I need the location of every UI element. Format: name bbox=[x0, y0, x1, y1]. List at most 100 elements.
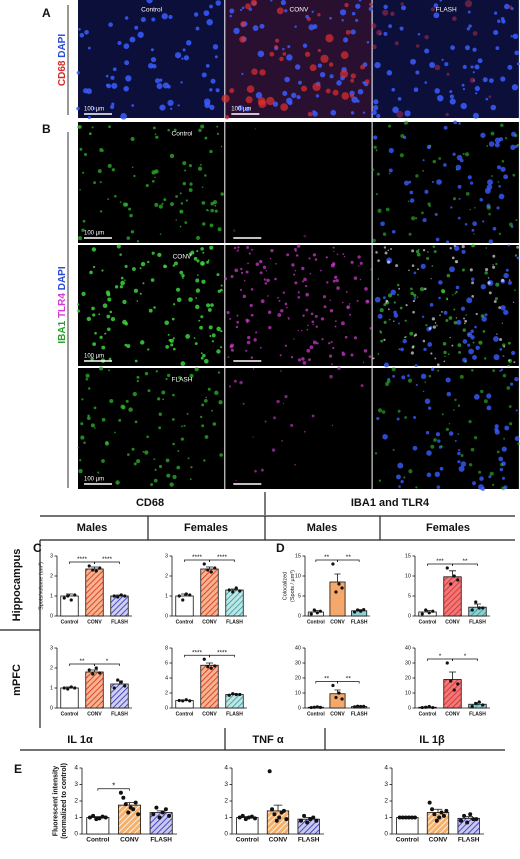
cell bbox=[415, 44, 420, 48]
cell bbox=[220, 329, 223, 333]
cell bbox=[471, 281, 475, 285]
cell bbox=[239, 380, 243, 385]
cell bbox=[136, 240, 140, 243]
data-point bbox=[188, 699, 192, 703]
significance-label: ** bbox=[79, 658, 85, 665]
y-tick-label: 4 bbox=[224, 765, 228, 772]
data-point bbox=[91, 813, 96, 818]
cell bbox=[209, 335, 212, 338]
cell bbox=[453, 409, 455, 411]
scale-label: 100 µm bbox=[84, 477, 104, 483]
data-point bbox=[87, 564, 91, 568]
cell bbox=[487, 179, 493, 186]
cell bbox=[501, 486, 506, 491]
data-point bbox=[181, 598, 185, 602]
cell bbox=[97, 169, 102, 173]
cell bbox=[163, 198, 167, 202]
stain-label: IBA1 TLR4 DAPI bbox=[57, 266, 68, 343]
cell bbox=[243, 279, 246, 282]
cell bbox=[328, 62, 334, 67]
data-point bbox=[274, 818, 279, 823]
cell bbox=[320, 269, 322, 272]
data-point bbox=[62, 686, 66, 690]
cell bbox=[240, 271, 244, 275]
x-tick-label: FLASH bbox=[469, 711, 486, 717]
cell bbox=[108, 369, 110, 372]
y-tick-label: 2 bbox=[384, 798, 388, 805]
error-bar bbox=[449, 570, 456, 577]
cell bbox=[468, 348, 474, 355]
data-point bbox=[474, 600, 478, 604]
cell bbox=[280, 0, 287, 6]
data-point bbox=[284, 817, 289, 822]
cell bbox=[315, 325, 318, 328]
cell bbox=[440, 445, 443, 448]
y-tick-label: 5 bbox=[408, 593, 411, 599]
cell bbox=[470, 329, 474, 333]
cell bbox=[119, 201, 122, 203]
cell bbox=[424, 81, 428, 84]
cell bbox=[196, 259, 200, 263]
cell bbox=[130, 230, 135, 234]
cell bbox=[155, 135, 159, 139]
cell bbox=[200, 247, 204, 251]
cell bbox=[499, 347, 503, 351]
data-point bbox=[420, 705, 424, 710]
x-tick-label: Control bbox=[419, 711, 437, 717]
cell bbox=[372, 105, 379, 111]
cell bbox=[146, 435, 149, 439]
cell bbox=[82, 219, 86, 223]
cell bbox=[465, 45, 470, 51]
cell bbox=[182, 181, 187, 186]
cell bbox=[449, 90, 453, 94]
cell bbox=[422, 169, 425, 172]
data-point bbox=[452, 688, 456, 692]
cell bbox=[201, 403, 205, 407]
cell bbox=[151, 180, 155, 183]
cell bbox=[241, 6, 245, 10]
data-point bbox=[449, 679, 453, 683]
cell bbox=[457, 404, 461, 407]
cell bbox=[464, 360, 467, 363]
cell bbox=[195, 278, 200, 283]
cell bbox=[123, 43, 130, 50]
y-tick-label: 40 bbox=[405, 645, 411, 651]
cell bbox=[305, 308, 309, 312]
cell bbox=[410, 351, 414, 355]
cell bbox=[484, 271, 488, 275]
sex-header: Males bbox=[307, 522, 338, 534]
cell bbox=[415, 174, 419, 178]
cell bbox=[386, 260, 391, 264]
cell bbox=[152, 126, 156, 130]
cell bbox=[153, 478, 158, 483]
data-point bbox=[431, 705, 435, 710]
cell bbox=[505, 268, 509, 272]
cell bbox=[424, 189, 429, 194]
cell bbox=[350, 78, 354, 83]
error-bar bbox=[206, 662, 213, 666]
data-point bbox=[69, 598, 73, 602]
x-tick-label: CONV bbox=[202, 619, 217, 625]
cell bbox=[124, 279, 126, 281]
cell bbox=[391, 87, 396, 92]
data-point bbox=[202, 657, 206, 661]
cell bbox=[312, 111, 318, 117]
cell bbox=[455, 317, 458, 319]
cell bbox=[246, 319, 250, 323]
scale-label: 100 µm bbox=[231, 107, 251, 113]
cell bbox=[308, 358, 311, 362]
cell bbox=[508, 279, 511, 281]
cell bbox=[437, 439, 441, 443]
panel-letter: A bbox=[42, 6, 51, 20]
significance-label: ** bbox=[324, 554, 330, 561]
significance-label: *** bbox=[436, 558, 444, 565]
cell bbox=[101, 417, 106, 422]
cell bbox=[350, 73, 356, 79]
data-point bbox=[73, 593, 77, 597]
cell bbox=[508, 5, 513, 9]
cell bbox=[217, 227, 222, 232]
cell bbox=[236, 314, 239, 317]
region-label: Hippocampus bbox=[11, 549, 23, 622]
cell bbox=[139, 292, 142, 295]
cell bbox=[364, 79, 370, 84]
